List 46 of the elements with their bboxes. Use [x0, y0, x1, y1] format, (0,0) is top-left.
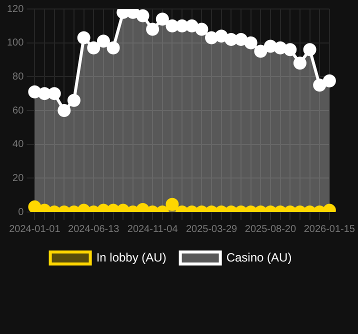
- x-tick-label: 2024-06-13: [68, 224, 120, 235]
- legend-label: Casino (AU): [226, 250, 292, 264]
- point: [303, 43, 316, 56]
- point: [136, 9, 150, 22]
- point: [67, 94, 80, 107]
- point: [313, 78, 326, 92]
- y-tick-label: 0: [18, 206, 24, 218]
- point: [77, 31, 90, 44]
- point: [322, 74, 336, 88]
- x-tick-label: 2024-01-01: [9, 224, 61, 235]
- point: [195, 22, 208, 36]
- point: [48, 87, 61, 100]
- point: [224, 32, 238, 46]
- point: [58, 104, 71, 117]
- point: [185, 19, 198, 32]
- y-tick-label: 120: [6, 4, 24, 15]
- point: [106, 41, 120, 54]
- point: [274, 41, 287, 54]
- point: [28, 85, 42, 98]
- y-tick-label: 100: [6, 38, 24, 49]
- point: [264, 40, 277, 53]
- point: [87, 41, 100, 54]
- point: [176, 19, 189, 32]
- legend-label: In lobby (AU): [96, 250, 166, 264]
- point: [166, 19, 179, 32]
- x-tick-label: 2025-08-20: [244, 224, 296, 235]
- point: [214, 30, 228, 43]
- point: [234, 32, 248, 46]
- point: [156, 12, 169, 26]
- y-tick-label: 20: [12, 172, 24, 184]
- point: [293, 56, 306, 70]
- point: [254, 44, 268, 58]
- point: [116, 9, 130, 19]
- y-tick-label: 40: [12, 139, 24, 150]
- x-tick-label: 2025-03-29: [186, 224, 238, 235]
- point: [96, 34, 110, 48]
- y-tick-label: 60: [12, 105, 24, 116]
- point: [126, 9, 140, 19]
- point: [244, 36, 258, 50]
- point: [146, 22, 160, 36]
- point: [284, 43, 297, 56]
- y-tick-label: 80: [12, 71, 24, 82]
- x-tick-label: 2024-11-04: [127, 224, 178, 235]
- point: [38, 87, 52, 100]
- x-tick-label: 2026-01-15: [304, 224, 356, 235]
- point: [205, 31, 218, 44]
